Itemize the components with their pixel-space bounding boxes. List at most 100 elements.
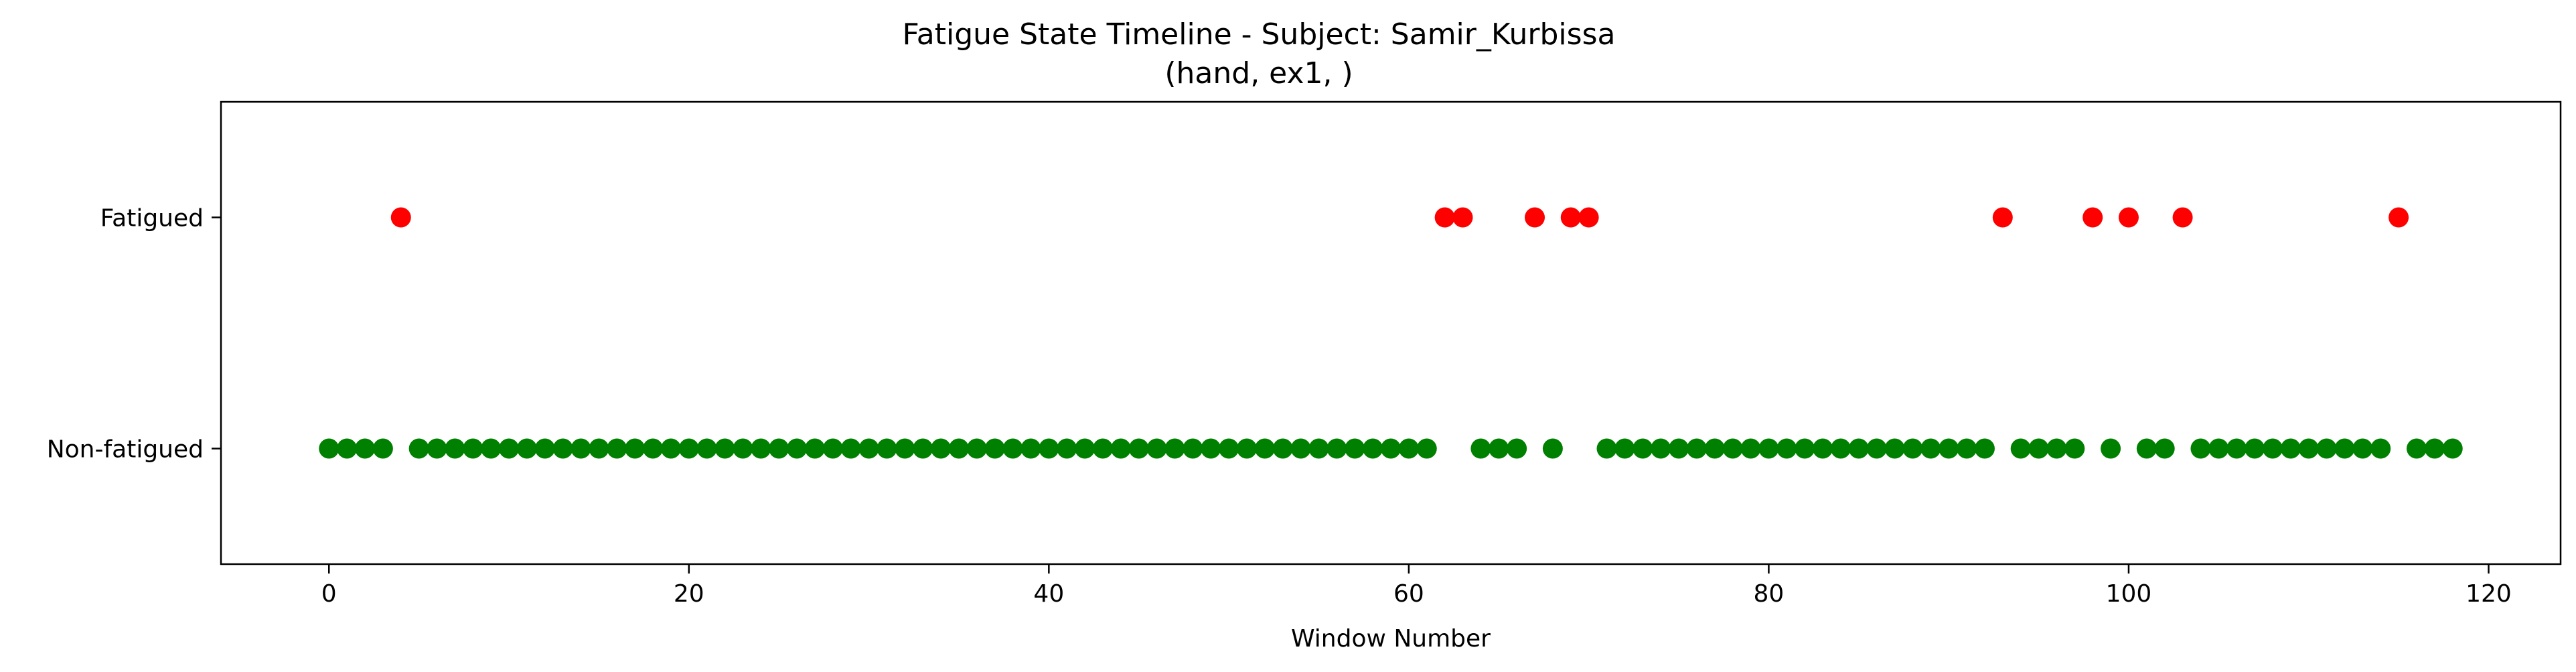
non-fatigued-point: [2245, 438, 2265, 459]
non-fatigued-point: [481, 438, 502, 459]
non-fatigued-point: [2424, 438, 2445, 459]
non-fatigued-point: [948, 438, 969, 459]
non-fatigued-point: [966, 438, 987, 459]
fatigued-point: [1578, 207, 1599, 228]
non-fatigued-point: [2298, 438, 2319, 459]
non-fatigued-point: [589, 438, 609, 459]
non-fatigued-point: [607, 438, 627, 459]
non-fatigued-point: [2136, 438, 2157, 459]
non-fatigued-point: [660, 438, 681, 459]
non-fatigued-point: [2370, 438, 2391, 459]
fatigued-point: [1452, 207, 1473, 228]
non-fatigued-point: [2352, 438, 2373, 459]
x-axis-label: Window Number: [1291, 625, 1491, 653]
non-fatigued-point: [1164, 438, 1185, 459]
non-fatigued-point: [769, 438, 789, 459]
non-fatigued-point: [984, 438, 1005, 459]
non-fatigued-point: [1669, 438, 1689, 459]
non-fatigued-point: [1686, 438, 1707, 459]
non-fatigued-point: [1020, 438, 1041, 459]
non-fatigued-point: [2028, 438, 2049, 459]
non-fatigued-point: [408, 438, 429, 459]
fatigued-point: [1560, 207, 1581, 228]
non-fatigued-point: [337, 438, 358, 459]
non-fatigued-point: [678, 438, 699, 459]
non-fatigued-point: [1308, 438, 1329, 459]
non-fatigued-point: [1957, 438, 1977, 459]
non-fatigued-point: [1542, 438, 1563, 459]
non-fatigued-point: [895, 438, 915, 459]
non-fatigued-point: [1704, 438, 1725, 459]
non-fatigued-point: [552, 438, 573, 459]
non-fatigued-point: [1201, 438, 1221, 459]
fatigued-point: [1992, 207, 2013, 228]
non-fatigued-point: [2262, 438, 2283, 459]
non-fatigued-point: [1057, 438, 1077, 459]
non-fatigued-point: [1345, 438, 1365, 459]
non-fatigued-point: [787, 438, 808, 459]
non-fatigued-point: [733, 438, 753, 459]
non-fatigued-point: [2046, 438, 2067, 459]
non-fatigued-point: [2208, 438, 2229, 459]
non-fatigued-point: [858, 438, 879, 459]
non-fatigued-point: [1866, 438, 1887, 459]
non-fatigued-point: [1920, 438, 1941, 459]
non-fatigued-point: [1128, 438, 1149, 459]
y-tick-label: Non-fatigued: [47, 436, 204, 464]
non-fatigued-point: [319, 438, 339, 459]
non-fatigued-point: [840, 438, 861, 459]
non-fatigued-point: [1398, 438, 1419, 459]
non-fatigued-point: [1002, 438, 1023, 459]
x-tick-label: 100: [2106, 580, 2152, 608]
non-fatigued-point: [1363, 438, 1383, 459]
fatigued-point: [2172, 207, 2193, 228]
non-fatigued-point: [1039, 438, 1059, 459]
non-fatigued-point: [427, 438, 447, 459]
x-tick-label: 40: [1033, 580, 1064, 608]
non-fatigued-point: [1489, 438, 1509, 459]
non-fatigued-point: [1596, 438, 1617, 459]
non-fatigued-point: [1290, 438, 1311, 459]
x-tick-label: 80: [1754, 580, 1785, 608]
non-fatigued-point: [751, 438, 771, 459]
non-fatigued-point: [372, 438, 393, 459]
x-tick-label: 120: [2466, 580, 2512, 608]
non-fatigued-point: [355, 438, 376, 459]
chart-subtitle: (hand, ex1, ): [1164, 56, 1353, 90]
non-fatigued-point: [1813, 438, 1833, 459]
non-fatigued-point: [2101, 438, 2121, 459]
non-fatigued-point: [2334, 438, 2355, 459]
non-fatigued-point: [1092, 438, 1113, 459]
non-fatigued-point: [1507, 438, 1527, 459]
non-fatigued-point: [1470, 438, 1491, 459]
non-fatigued-point: [1902, 438, 1923, 459]
non-fatigued-point: [2316, 438, 2337, 459]
non-fatigued-point: [1651, 438, 1671, 459]
non-fatigued-point: [1327, 438, 1347, 459]
non-fatigued-point: [696, 438, 717, 459]
non-fatigued-point: [1633, 438, 1653, 459]
x-tick-label: 0: [321, 580, 337, 608]
non-fatigued-point: [463, 438, 483, 459]
non-fatigued-point: [625, 438, 646, 459]
non-fatigued-point: [913, 438, 933, 459]
non-fatigued-point: [2406, 438, 2427, 459]
x-tick-label: 60: [1393, 580, 1424, 608]
non-fatigued-point: [516, 438, 537, 459]
non-fatigued-point: [822, 438, 843, 459]
non-fatigued-point: [804, 438, 825, 459]
non-fatigued-point: [499, 438, 520, 459]
non-fatigued-point: [1219, 438, 1239, 459]
non-fatigued-point: [1884, 438, 1905, 459]
non-fatigued-point: [877, 438, 897, 459]
non-fatigued-point: [445, 438, 465, 459]
non-fatigued-point: [2154, 438, 2175, 459]
non-fatigued-point: [571, 438, 591, 459]
fatigued-point: [390, 207, 411, 228]
non-fatigued-point: [1722, 438, 1743, 459]
non-fatigued-point: [2064, 438, 2085, 459]
non-fatigued-point: [1146, 438, 1167, 459]
non-fatigued-point: [2442, 438, 2463, 459]
non-fatigued-point: [1254, 438, 1275, 459]
